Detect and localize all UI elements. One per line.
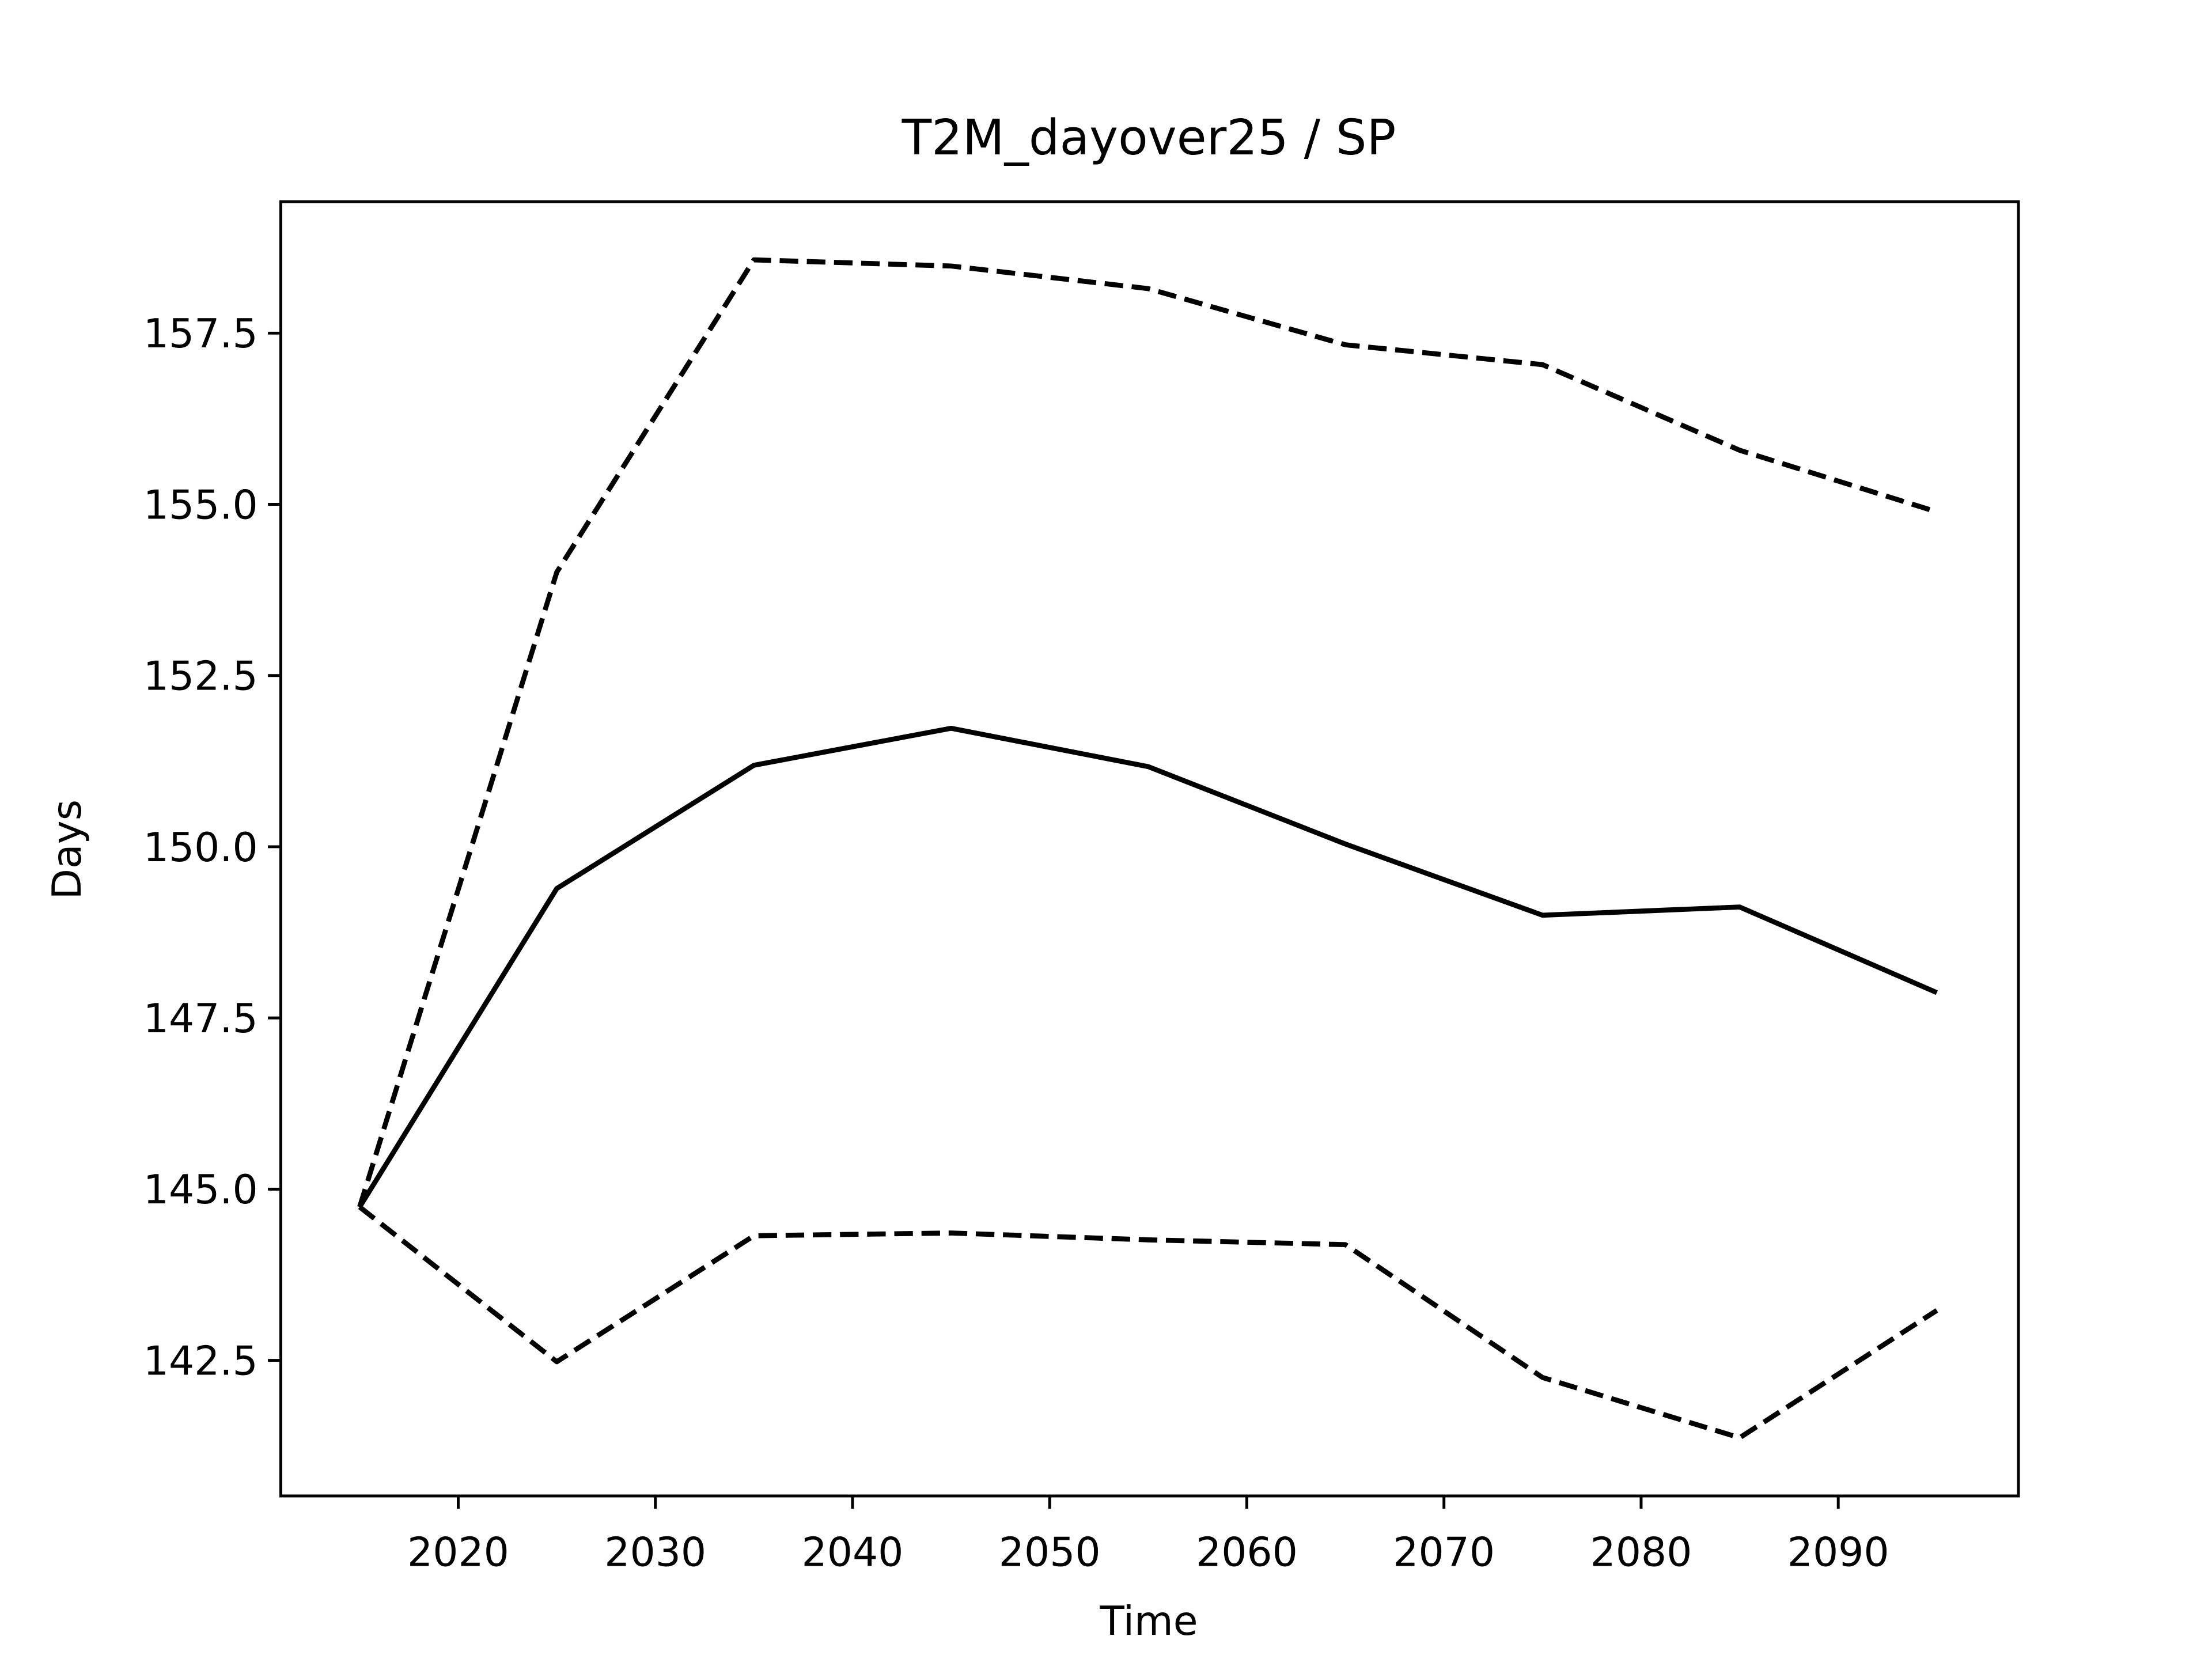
y-tick-label: 147.5 — [143, 995, 258, 1042]
y-tick-label: 155.0 — [143, 482, 258, 528]
y-tick-label: 142.5 — [143, 1338, 258, 1384]
x-tick-label: 2080 — [1590, 1529, 1692, 1576]
x-tick-label: 2050 — [999, 1529, 1101, 1576]
y-tick-label: 152.5 — [143, 653, 258, 700]
line-series — [357, 257, 1938, 1208]
y-tick-label: 157.5 — [143, 310, 258, 357]
x-tick-label: 2030 — [604, 1529, 706, 1576]
x-axis-label: Time — [1099, 1598, 1198, 1645]
chart-title: T2M_dayover25 / SP — [902, 109, 1396, 166]
y-axis-label: Days — [44, 800, 90, 899]
y-tick-label: 145.0 — [143, 1166, 258, 1213]
line-series — [358, 1205, 1938, 1441]
x-tick-label: 2070 — [1393, 1529, 1495, 1576]
x-tick-label: 2040 — [802, 1529, 904, 1576]
x-tick-label: 2090 — [1787, 1529, 1889, 1576]
line-series — [357, 725, 1938, 1209]
x-tick-label: 2060 — [1196, 1529, 1298, 1576]
plot-frame — [279, 200, 2020, 1498]
x-tick-label: 2020 — [407, 1529, 509, 1576]
y-tick-label: 150.0 — [143, 824, 258, 871]
